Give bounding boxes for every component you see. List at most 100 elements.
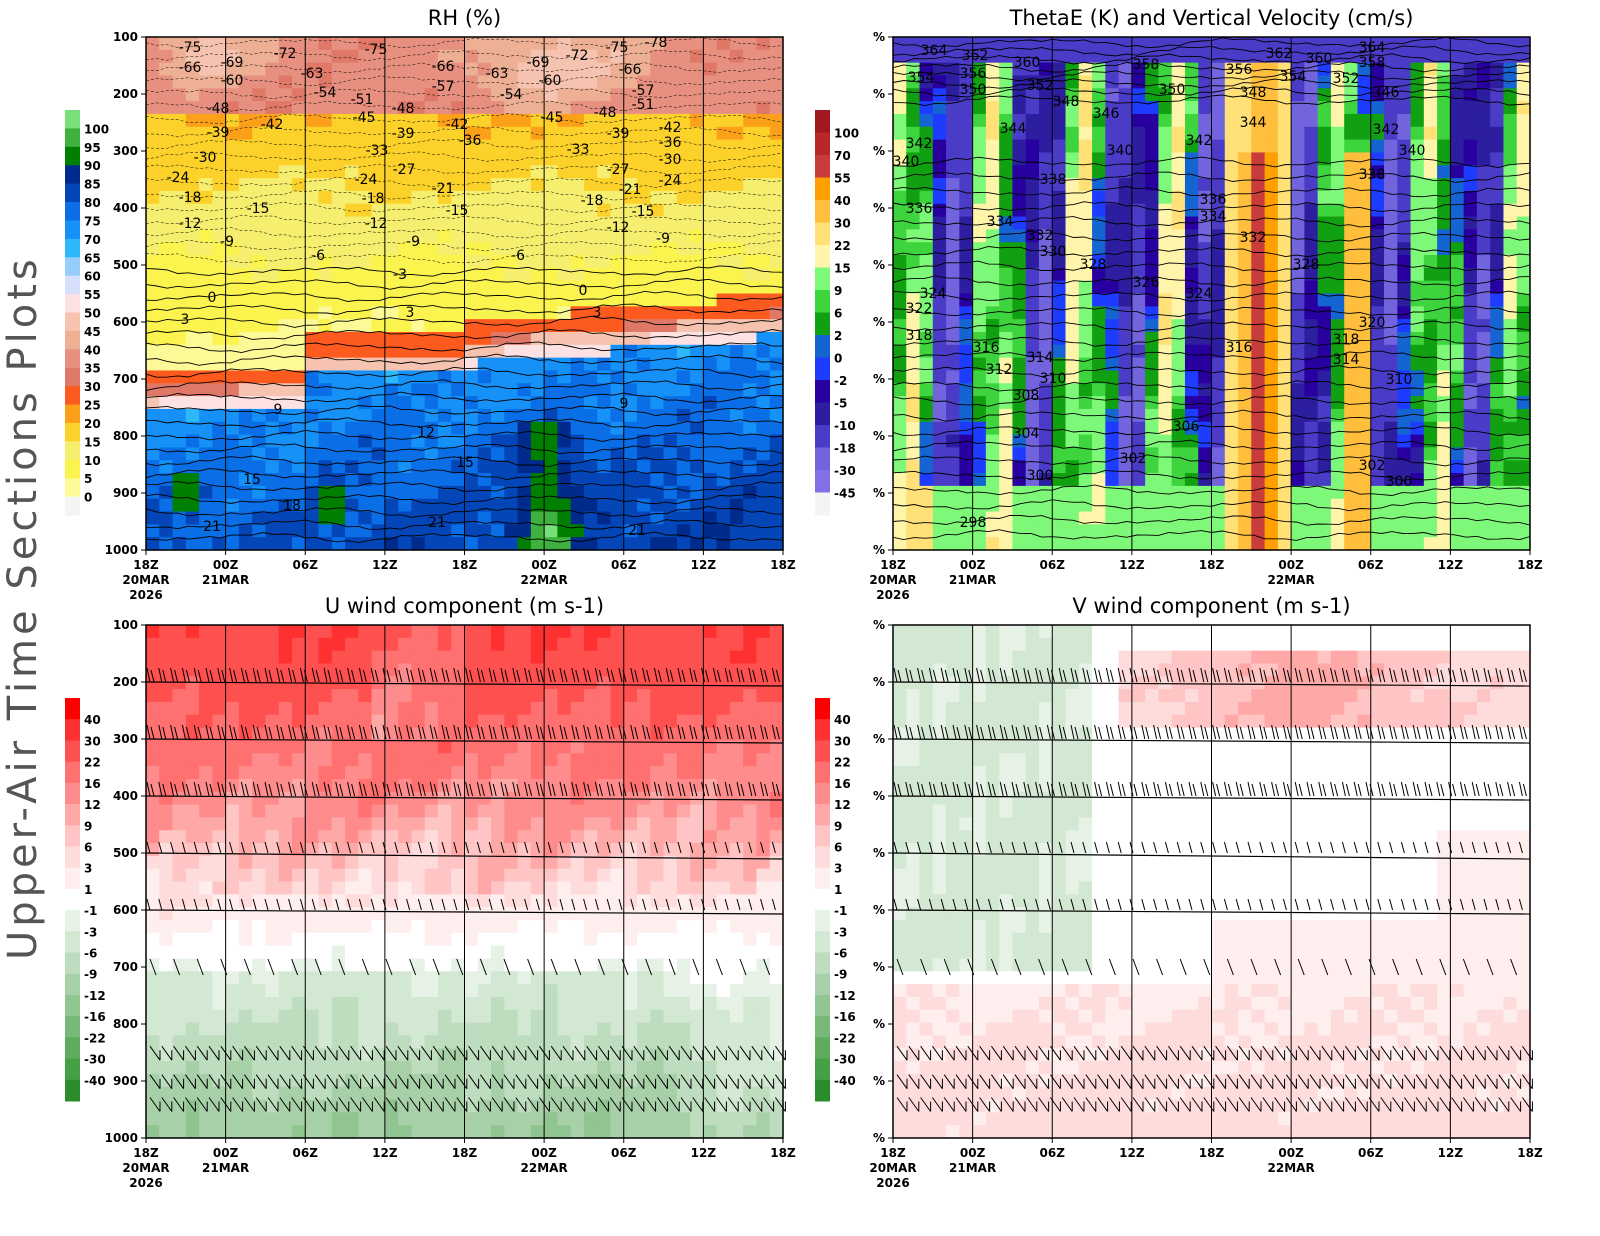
field-cell <box>437 306 452 320</box>
field-cell <box>663 383 678 397</box>
field-cell <box>1224 408 1239 423</box>
field-cell <box>225 178 240 192</box>
field-cell <box>743 178 758 192</box>
field-cell <box>146 383 160 397</box>
field-cell <box>1078 88 1093 102</box>
field-cell <box>946 101 960 115</box>
field-cell <box>358 178 373 192</box>
colorbar-box <box>815 470 830 493</box>
field-cell <box>1092 203 1106 218</box>
field-cell <box>464 537 479 551</box>
field-cell <box>146 1086 160 1101</box>
field-cell <box>1330 152 1345 166</box>
field-cell <box>1384 293 1398 307</box>
field-cell <box>159 165 174 179</box>
field-cell <box>1198 49 1213 64</box>
field-cell <box>278 139 293 154</box>
field-cell <box>743 485 758 500</box>
field-cell <box>1171 62 1186 77</box>
field-cell <box>358 996 373 1011</box>
field-cell <box>199 1099 213 1113</box>
field-cell <box>530 37 545 51</box>
field-cell <box>716 421 731 436</box>
field-cell <box>212 855 227 870</box>
contour-label: -66 <box>432 59 455 75</box>
field-cell <box>159 1112 174 1126</box>
field-cell <box>1410 101 1425 115</box>
field-cell <box>238 804 253 818</box>
field-cell <box>517 434 532 448</box>
field-cell <box>919 101 934 115</box>
field-cell <box>384 370 399 384</box>
field-cell <box>225 714 240 729</box>
field-cell <box>893 511 907 525</box>
field-cell <box>371 255 386 269</box>
field-cell <box>1211 62 1226 77</box>
field-cell <box>893 165 907 179</box>
field-cell <box>716 178 731 192</box>
field-cell <box>1012 473 1027 487</box>
field-cell <box>690 216 704 230</box>
field-cell <box>424 460 439 474</box>
field-cell <box>544 511 558 525</box>
field-cell <box>1118 537 1133 551</box>
field-cell <box>650 37 665 51</box>
field-cell <box>238 996 253 1011</box>
field-cell <box>212 229 227 243</box>
field-cell <box>1370 293 1385 307</box>
field-cell <box>1131 498 1146 513</box>
field-cell <box>159 804 174 818</box>
field-cell <box>729 255 744 269</box>
field-cell <box>1291 242 1305 256</box>
field-cell <box>729 293 744 307</box>
field-cell <box>1158 434 1173 448</box>
field-cell <box>225 766 240 780</box>
field-cell <box>769 498 784 513</box>
field-cell <box>597 216 612 230</box>
contour-label: 324 <box>1186 286 1213 302</box>
field-cell <box>1437 293 1451 307</box>
field-cell <box>371 331 386 346</box>
field-cell <box>1092 216 1106 230</box>
field-cell <box>663 88 678 102</box>
field-cell <box>1503 165 1518 179</box>
field-cell <box>1198 485 1213 500</box>
field-cell <box>146 88 160 102</box>
field-cell <box>146 178 160 192</box>
field-cell <box>932 344 947 359</box>
field-cell <box>1490 113 1505 128</box>
field-cell <box>919 473 934 487</box>
field-cell <box>729 75 744 89</box>
field-cell <box>199 267 213 282</box>
field-cell <box>906 229 921 243</box>
field-cell <box>663 319 678 333</box>
field-cell <box>1437 485 1451 500</box>
field-cell <box>703 216 718 230</box>
field-cell <box>291 178 306 192</box>
field-cell <box>1065 203 1080 218</box>
colorbar-box <box>65 404 80 424</box>
x-tick-label: 00Z <box>531 558 557 572</box>
field-cell <box>159 421 174 436</box>
field-cell <box>1012 293 1027 307</box>
field-cell <box>199 49 213 64</box>
field-cell <box>919 447 934 461</box>
field-cell <box>146 498 160 513</box>
field-cell <box>1397 357 1412 372</box>
field-cell <box>411 306 426 320</box>
field-cell <box>1092 113 1106 128</box>
field-cell <box>999 370 1014 384</box>
field-cell <box>278 383 293 397</box>
field-cell <box>517 485 532 500</box>
field-cell <box>1092 319 1106 333</box>
field-cell <box>690 434 704 448</box>
field-cell <box>1423 524 1438 538</box>
field-cell <box>1131 408 1146 423</box>
field-cell <box>172 1009 187 1024</box>
field-cell <box>985 370 1000 384</box>
colorbar-label: 30 <box>834 217 851 231</box>
field-cell <box>1397 537 1412 551</box>
field-cell <box>1291 306 1305 320</box>
field-cell <box>530 357 545 372</box>
field-cell <box>570 37 585 51</box>
